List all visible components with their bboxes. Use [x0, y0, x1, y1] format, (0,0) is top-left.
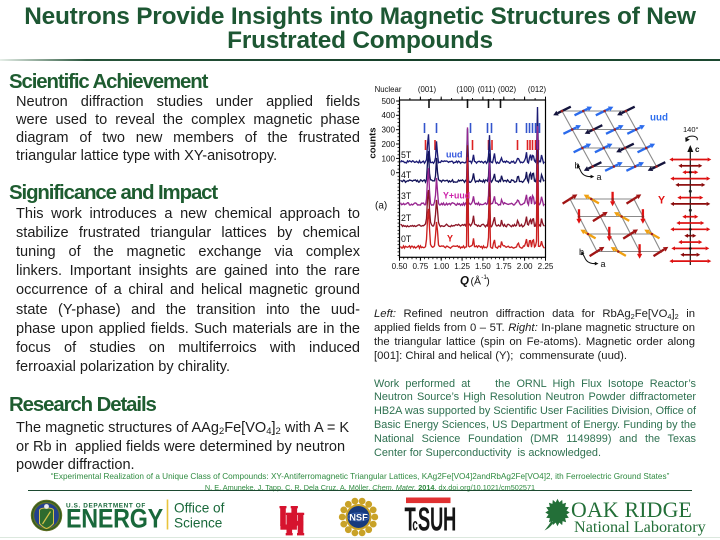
svg-text:Q: Q: [460, 276, 469, 288]
svg-text:Nuclear: Nuclear: [375, 85, 402, 94]
svg-text:1.75: 1.75: [496, 262, 512, 271]
svg-text:300: 300: [381, 126, 395, 135]
svg-text:(Å: (Å: [471, 275, 482, 288]
svg-text:Science: Science: [174, 515, 222, 530]
svg-text:T: T: [405, 501, 417, 538]
svg-text:(100): (100): [456, 85, 475, 94]
svg-text:0.75: 0.75: [413, 262, 429, 271]
svg-text:ENERGY: ENERGY: [66, 504, 163, 534]
svg-text:0: 0: [390, 169, 395, 178]
svg-text:Office of: Office of: [174, 501, 225, 516]
svg-text:1.00: 1.00: [433, 262, 449, 271]
svg-text:1.25: 1.25: [454, 262, 470, 271]
svg-text:Y: Y: [658, 195, 665, 207]
svg-text:140°: 140°: [683, 125, 699, 134]
svg-text:4T: 4T: [401, 170, 412, 180]
svg-text:400: 400: [381, 111, 395, 120]
svg-text:Y+uud: Y+uud: [443, 191, 470, 201]
svg-text:b: b: [575, 161, 580, 171]
svg-text:U.S. DEPARTMENT OF: U.S. DEPARTMENT OF: [66, 502, 146, 509]
svg-text:SUH: SUH: [418, 501, 456, 538]
svg-text:(a): (a): [375, 201, 387, 212]
svg-text:National Laboratory: National Laboratory: [574, 518, 707, 536]
svg-text:500: 500: [381, 97, 395, 106]
svg-text:OAK RIDGE: OAK RIDGE: [571, 498, 692, 522]
svg-text:(011): (011): [478, 85, 496, 94]
svg-text:-1: -1: [481, 274, 487, 281]
svg-text:0T: 0T: [401, 234, 412, 244]
svg-text:3T: 3T: [401, 191, 412, 201]
svg-text:2T: 2T: [401, 213, 412, 223]
svg-text:uud: uud: [446, 150, 463, 160]
svg-text:c: c: [412, 516, 418, 536]
svg-text:200: 200: [381, 140, 395, 149]
svg-text:NSF: NSF: [349, 513, 368, 523]
svg-text:(002): (002): [498, 85, 517, 94]
svg-text:counts: counts: [368, 127, 379, 158]
svg-text:c: c: [695, 145, 700, 154]
svg-text:(012): (012): [528, 85, 547, 94]
svg-text:Y: Y: [447, 234, 453, 244]
svg-text:2.25: 2.25: [538, 262, 554, 271]
svg-text:): ): [486, 276, 490, 288]
svg-text:5T: 5T: [401, 150, 412, 160]
svg-text:1.50: 1.50: [475, 262, 491, 271]
svg-text:uud: uud: [650, 113, 668, 124]
svg-text:0.50: 0.50: [392, 262, 408, 271]
svg-text:2.00: 2.00: [517, 262, 533, 271]
svg-text:(001): (001): [418, 85, 437, 94]
svg-text:a: a: [597, 172, 602, 182]
svg-text:100: 100: [381, 154, 395, 163]
svg-text:a: a: [601, 259, 606, 269]
